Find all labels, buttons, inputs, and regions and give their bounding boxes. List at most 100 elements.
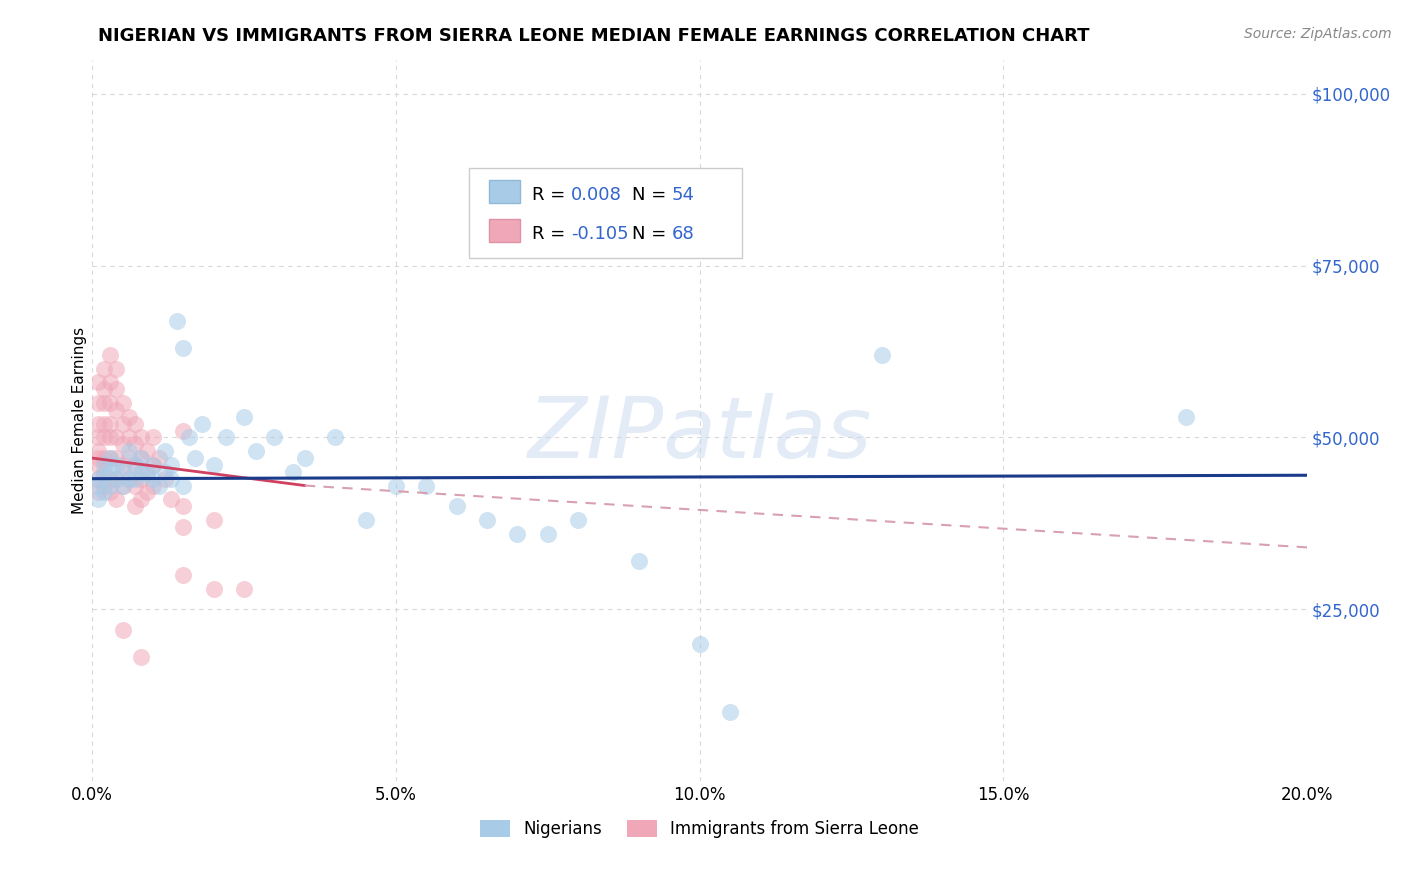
Point — [148, 478, 170, 492]
Point — [281, 465, 304, 479]
Point — [537, 526, 560, 541]
Point — [111, 458, 134, 472]
Point — [100, 465, 122, 479]
Point — [111, 396, 134, 410]
Point — [111, 417, 134, 431]
Point — [233, 582, 256, 596]
Point — [415, 478, 437, 492]
Y-axis label: Median Female Earnings: Median Female Earnings — [72, 326, 87, 514]
Point — [100, 376, 122, 390]
Point — [135, 444, 157, 458]
Point — [87, 458, 110, 472]
Point — [160, 458, 183, 472]
Point — [93, 485, 115, 500]
Point — [627, 554, 650, 568]
Point — [93, 451, 115, 466]
Text: -0.105: -0.105 — [571, 225, 628, 243]
Point — [124, 437, 146, 451]
Text: N =: N = — [631, 186, 672, 203]
Point — [172, 478, 194, 492]
Text: ZIPatlas: ZIPatlas — [527, 393, 872, 476]
Point — [202, 582, 225, 596]
Point — [105, 430, 128, 444]
FancyBboxPatch shape — [489, 219, 520, 242]
Point — [93, 478, 115, 492]
Point — [135, 468, 157, 483]
Point — [202, 458, 225, 472]
Point — [245, 444, 267, 458]
Point — [506, 526, 529, 541]
Point — [100, 451, 122, 466]
Point — [142, 458, 165, 472]
Text: 54: 54 — [672, 186, 695, 203]
Point — [117, 451, 139, 466]
Point — [179, 430, 201, 444]
Text: N =: N = — [631, 225, 672, 243]
Point — [93, 458, 115, 472]
Point — [87, 430, 110, 444]
Point — [124, 499, 146, 513]
Point — [1174, 409, 1197, 424]
Point — [153, 472, 176, 486]
Point — [87, 451, 110, 466]
Point — [117, 472, 139, 486]
Point — [124, 458, 146, 472]
Point — [111, 478, 134, 492]
Point — [129, 465, 152, 479]
Point — [142, 478, 165, 492]
Point — [166, 313, 188, 327]
Point — [117, 444, 139, 458]
Point — [184, 451, 207, 466]
Point — [148, 451, 170, 466]
Text: R =: R = — [531, 186, 571, 203]
Point — [105, 403, 128, 417]
Point — [870, 348, 893, 362]
Point — [100, 478, 122, 492]
Point — [129, 451, 152, 466]
Point — [87, 485, 110, 500]
Point — [129, 492, 152, 507]
Point — [100, 451, 122, 466]
FancyBboxPatch shape — [468, 168, 742, 258]
Point — [93, 430, 115, 444]
Point — [294, 451, 316, 466]
Point — [689, 636, 711, 650]
Text: R =: R = — [531, 225, 571, 243]
Text: NIGERIAN VS IMMIGRANTS FROM SIERRA LEONE MEDIAN FEMALE EARNINGS CORRELATION CHAR: NIGERIAN VS IMMIGRANTS FROM SIERRA LEONE… — [98, 27, 1090, 45]
Point — [100, 417, 122, 431]
Point — [385, 478, 408, 492]
Point — [160, 472, 183, 486]
Point — [153, 444, 176, 458]
Point — [124, 472, 146, 486]
Point — [129, 451, 152, 466]
Point — [233, 409, 256, 424]
Point — [111, 478, 134, 492]
Point — [142, 430, 165, 444]
Point — [129, 472, 152, 486]
Point — [105, 472, 128, 486]
Point — [105, 451, 128, 466]
Point — [87, 478, 110, 492]
Point — [87, 492, 110, 507]
Point — [172, 499, 194, 513]
Point — [93, 465, 115, 479]
Point — [142, 472, 165, 486]
Point — [111, 437, 134, 451]
Point — [87, 396, 110, 410]
Point — [124, 478, 146, 492]
FancyBboxPatch shape — [489, 179, 520, 202]
Point — [93, 361, 115, 376]
Point — [87, 472, 110, 486]
Point — [475, 513, 498, 527]
Point — [105, 361, 128, 376]
Point — [323, 430, 346, 444]
Point — [124, 458, 146, 472]
Point — [100, 348, 122, 362]
Point — [263, 430, 285, 444]
Point — [567, 513, 589, 527]
Point — [142, 458, 165, 472]
Point — [93, 383, 115, 397]
Point — [100, 485, 122, 500]
Point — [354, 513, 377, 527]
Point — [105, 383, 128, 397]
